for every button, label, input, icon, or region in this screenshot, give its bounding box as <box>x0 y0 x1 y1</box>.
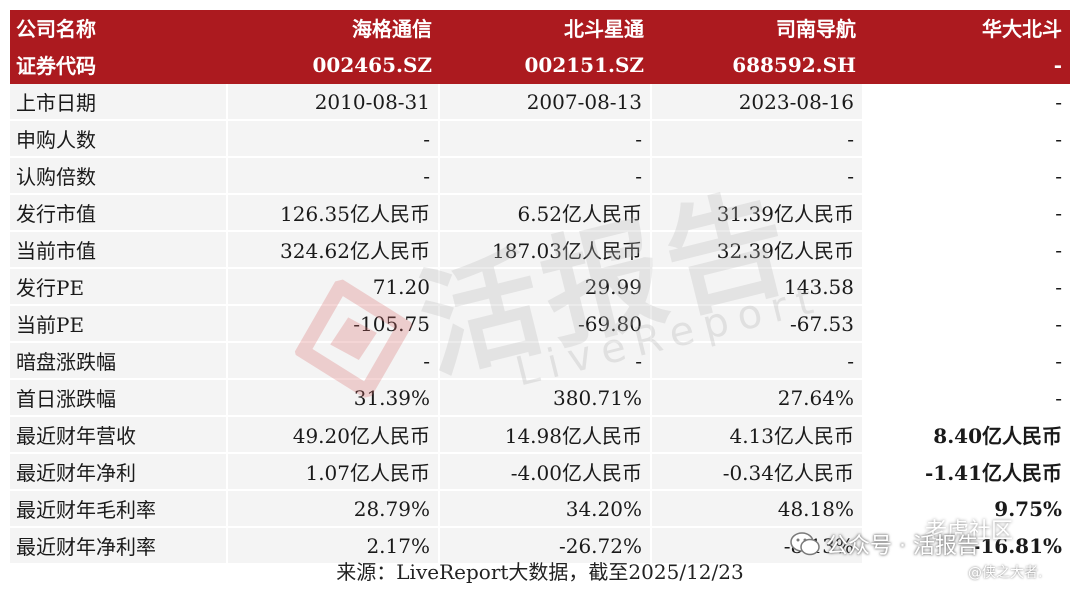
wechat-overlay: 公众号 · 活报告 <box>790 524 979 564</box>
metric-label-cell: 发行市值 <box>10 195 228 232</box>
value-cell: - <box>440 121 652 158</box>
value-cell: 8.40亿人民币 <box>864 417 1070 454</box>
metric-label-cell: 申购人数 <box>10 121 228 158</box>
value-cell: - <box>440 343 652 380</box>
value-cell: -0.34亿人民币 <box>652 454 864 491</box>
wechat-label: 公众号 · 活报告 <box>826 534 979 559</box>
header-row: 证券代码 002465.SZ 002151.SZ 688592.SH - <box>10 47 1070 84</box>
value-cell: 4.13亿人民币 <box>652 417 864 454</box>
table-row: 发行市值 126.35亿人民币 6.52亿人民币 31.39亿人民币 - <box>10 195 1070 232</box>
value-cell: - <box>864 269 1070 306</box>
value-cell: -105.75 <box>228 306 440 343</box>
value-cell: 2.17% <box>228 528 440 565</box>
value-cell: -26.72% <box>440 528 652 565</box>
value-cell: - <box>864 121 1070 158</box>
value-cell: - <box>228 158 440 195</box>
value-cell: 48.18% <box>652 491 864 528</box>
value-cell: -16.81% <box>864 528 1070 565</box>
value-cell: - <box>864 380 1070 417</box>
value-cell: - <box>652 158 864 195</box>
source-note: 来源：LiveReport大数据，截至2025/12/23 <box>336 560 744 584</box>
header-company-cell: 司南导航 <box>652 10 864 47</box>
value-cell: 143.58 <box>652 269 864 306</box>
value-cell: 380.71% <box>440 380 652 417</box>
metric-label-cell: 当前市值 <box>10 232 228 269</box>
value-cell: 2010-08-31 <box>228 84 440 121</box>
overlay-fan-label: 老虎社区 <box>925 519 1014 544</box>
header-company-cell: - <box>864 47 1070 84</box>
value-cell: 6.52亿人民币 <box>440 195 652 232</box>
table-row: 当前PE -105.75 -69.80 -67.53- <box>10 306 1070 343</box>
value-cell: - <box>228 121 440 158</box>
metric-label-cell: 最近财年毛利率 <box>10 491 228 528</box>
header-company-cell: 002151.SZ <box>440 47 652 84</box>
table-row: 当前市值 324.62亿人民币 187.03亿人民币 32.39亿人民币 - <box>10 232 1070 269</box>
metric-label-cell: 最近财年营收 <box>10 417 228 454</box>
metric-label-cell: 最近财年净利率 <box>10 528 228 565</box>
value-cell: 27.64% <box>652 380 864 417</box>
metric-label-cell: 首日涨跌幅 <box>10 380 228 417</box>
table-row: 申购人数 - - - - <box>10 121 1070 158</box>
metric-label-cell: 发行PE <box>10 269 228 306</box>
header-label-cell: 公司名称 <box>10 10 228 47</box>
value-cell: - <box>864 306 1070 343</box>
value-cell: - <box>864 343 1070 380</box>
value-cell: - <box>228 343 440 380</box>
value-cell: 34.20% <box>440 491 652 528</box>
value-cell: 126.35亿人民币 <box>228 195 440 232</box>
value-cell: -4.00亿人民币 <box>440 454 652 491</box>
value-cell: - <box>440 158 652 195</box>
header-company-cell: 海格通信 <box>228 10 440 47</box>
value-cell: 187.03亿人民币 <box>440 232 652 269</box>
value-cell: - <box>864 232 1070 269</box>
value-cell: 14.98亿人民币 <box>440 417 652 454</box>
value-cell: - <box>652 343 864 380</box>
table-row: 最近财年毛利率 28.79% 34.20% 48.18% 9.75% <box>10 491 1070 528</box>
value-cell: - <box>864 195 1070 232</box>
metric-label-cell: 最近财年净利 <box>10 454 228 491</box>
value-cell: - <box>864 84 1070 121</box>
author-handle: @侠之大者. <box>968 565 1043 581</box>
value-cell: - <box>864 158 1070 195</box>
ipo-comparison-table: 公司名称 海格通信 北斗星通 司南导航 华大北斗 证券代码 002465.SZ 002151.… <box>10 10 1070 565</box>
header-row: 公司名称 海格通信 北斗星通 司南导航 华大北斗 <box>10 10 1070 47</box>
table-row: 上市日期 2010-08-31 2007-08-13 2023-08-16- <box>10 84 1070 121</box>
table-row: 最近财年营收 49.20亿人民币 14.98亿人民币 4.13亿人民币 8.40亿人民币 <box>10 417 1070 454</box>
value-cell: 28.79% <box>228 491 440 528</box>
metric-label-cell: 上市日期 <box>10 84 228 121</box>
value-cell: 29.99 <box>440 269 652 306</box>
table-row: 首日涨跌幅 31.39% 380.71% 27.64% - <box>10 380 1070 417</box>
value-cell: 2007-08-13 <box>440 84 652 121</box>
header-company-cell: 北斗星通 <box>440 10 652 47</box>
wechat-icon <box>790 532 820 556</box>
value-cell: 1.07亿人民币 <box>228 454 440 491</box>
value-cell: 324.62亿人民币 <box>228 232 440 269</box>
value-cell: 2023-08-16 <box>652 84 864 121</box>
value-cell: 71.20 <box>228 269 440 306</box>
header-company-cell: 688592.SH <box>652 47 864 84</box>
metric-label-cell: 当前PE <box>10 306 228 343</box>
value-cell: 31.39亿人民币 <box>652 195 864 232</box>
table-body: 公司名称 海格通信 北斗星通 司南导航 华大北斗 证券代码 002465.SZ 002151.… <box>10 10 1070 565</box>
value-cell: -1.41亿人民币 <box>864 454 1070 491</box>
header-label-cell: 证券代码 <box>10 47 228 84</box>
metric-label-cell: 暗盘涨跌幅 <box>10 343 228 380</box>
header-company-cell: 华大北斗 <box>864 10 1070 47</box>
table-row: 暗盘涨跌幅 - - - - <box>10 343 1070 380</box>
value-cell: 32.39亿人民币 <box>652 232 864 269</box>
table-row: 最近财年净利 1.07亿人民币 -4.00亿人民币 -0.34亿人民币 -1.41亿人民… <box>10 454 1070 491</box>
value-cell: 9.75% <box>864 491 1070 528</box>
value-cell: -67.53 <box>652 306 864 343</box>
value-cell: -69.80 <box>440 306 652 343</box>
table-row: 发行PE 71.20 29.99 143.58- <box>10 269 1070 306</box>
value-cell: - <box>652 121 864 158</box>
header-company-cell: 002465.SZ <box>228 47 440 84</box>
table-row: 认购倍数 - - - - <box>10 158 1070 195</box>
value-cell: 49.20亿人民币 <box>228 417 440 454</box>
metric-label-cell: 认购倍数 <box>10 158 228 195</box>
value-cell: 31.39% <box>228 380 440 417</box>
